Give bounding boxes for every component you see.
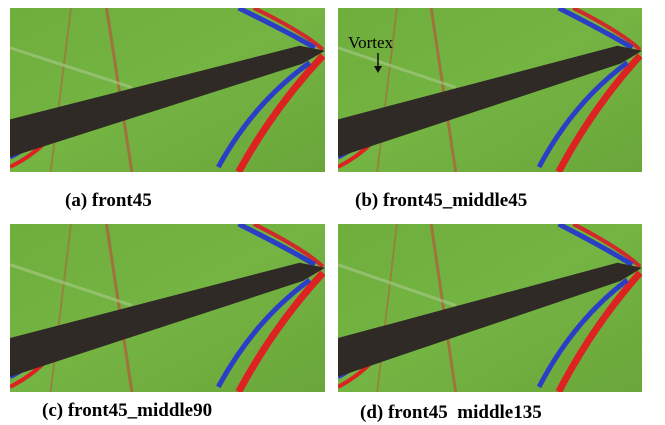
annotation: Vortex (348, 33, 394, 52)
caption: (b) front45_middle45 (355, 190, 527, 211)
caption: (c) front45_middle90 (42, 400, 212, 421)
image-c (10, 224, 325, 392)
caption: (d) front45 middle135 (360, 402, 542, 423)
caption: (a) front45 (65, 190, 152, 211)
image-d (338, 224, 642, 392)
figure: Vortex (a) front45 (b) front45_middle45 … (0, 0, 665, 425)
image-a (10, 8, 325, 172)
